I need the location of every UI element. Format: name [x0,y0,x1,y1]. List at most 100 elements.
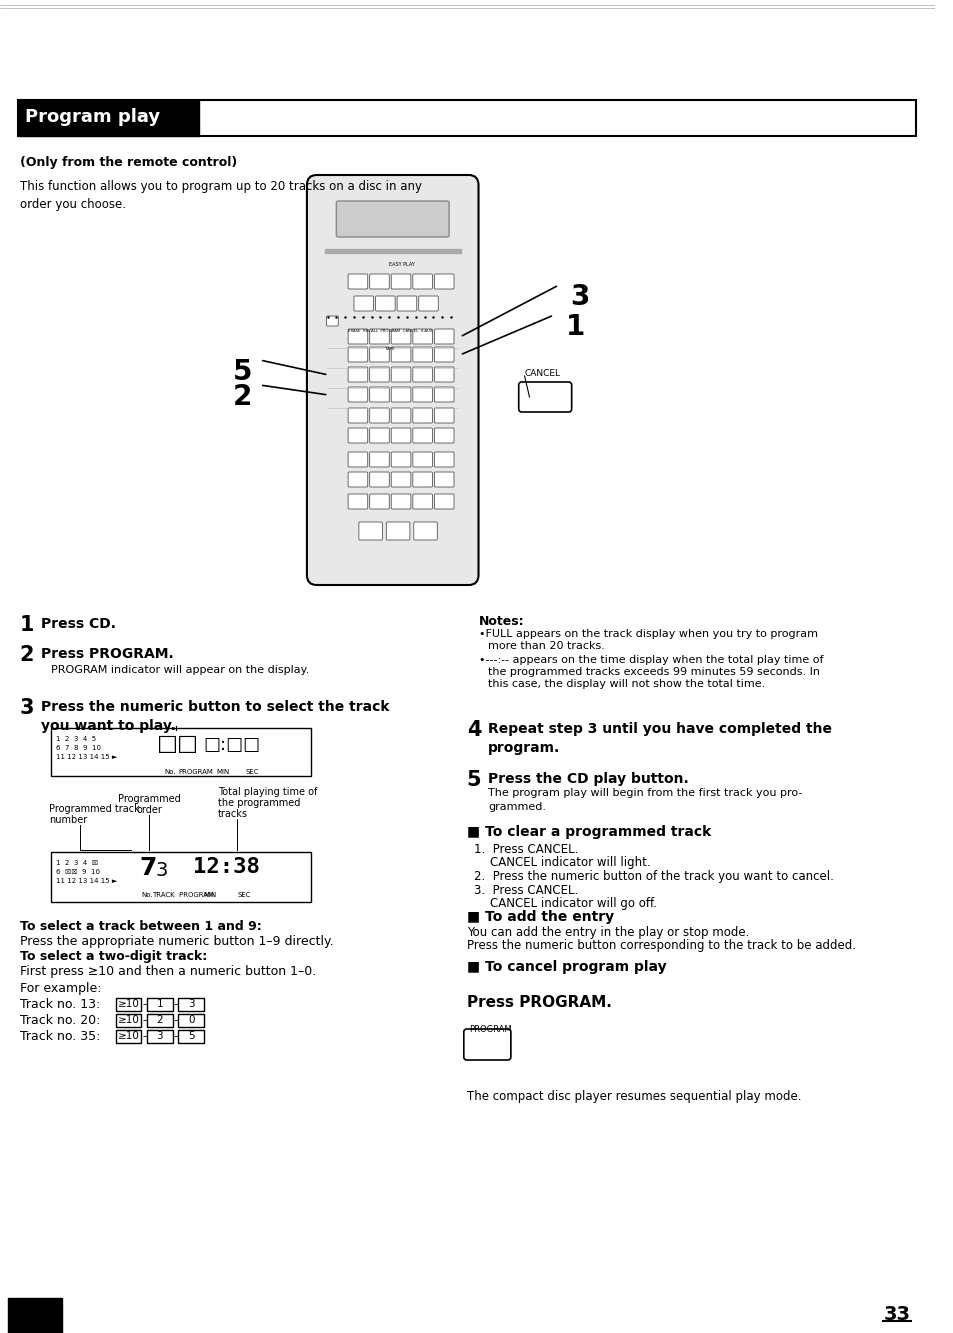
FancyBboxPatch shape [391,495,411,509]
Text: 2: 2 [233,383,252,411]
FancyBboxPatch shape [391,408,411,423]
Text: MIN: MIN [203,892,216,898]
Text: Total playing time of: Total playing time of [217,786,316,797]
FancyBboxPatch shape [391,428,411,443]
FancyBboxPatch shape [369,472,389,487]
Text: Press PROGRAM.: Press PROGRAM. [466,994,611,1010]
Text: •FULL appears on the track display when you try to program: •FULL appears on the track display when … [478,629,817,639]
FancyBboxPatch shape [413,452,432,467]
Text: Press the appropriate numeric button 1–9 directly.: Press the appropriate numeric button 1–9… [20,934,333,948]
Text: This function allows you to program up to 20 tracks on a disc in any
order you c: This function allows you to program up t… [20,180,421,211]
Bar [51,852,311,902]
Bar [18,100,199,136]
Text: CANCEL: CANCEL [524,369,560,379]
FancyBboxPatch shape [434,329,454,344]
Text: –: – [173,1030,178,1041]
Text: the programmed: the programmed [217,798,300,808]
Text: ■ To clear a programmed track: ■ To clear a programmed track [466,825,710,838]
FancyBboxPatch shape [391,472,411,487]
Text: 3.  Press CANCEL.: 3. Press CANCEL. [473,884,578,897]
FancyBboxPatch shape [414,523,436,540]
Text: Track no. 35:: Track no. 35: [20,1030,100,1042]
Text: The program play will begin from the first track you pro-
grammed.: The program play will begin from the fir… [488,788,801,812]
Text: PROGRAM: PROGRAM [178,769,213,774]
Text: –: – [142,1014,147,1025]
FancyBboxPatch shape [413,408,432,423]
Text: this case, the display will not show the total time.: this case, the display will not show the… [488,678,764,689]
Text: 12:38: 12:38 [193,857,260,877]
FancyBboxPatch shape [369,495,389,509]
FancyBboxPatch shape [354,296,374,311]
FancyBboxPatch shape [348,495,367,509]
Text: PROGRAM indicator will appear on the display.: PROGRAM indicator will appear on the dis… [51,665,309,674]
FancyBboxPatch shape [336,201,449,237]
Text: □:□□: □:□□ [203,736,260,754]
Bar [18,100,915,136]
Text: ≥10: ≥10 [117,1030,139,1041]
FancyBboxPatch shape [434,408,454,423]
Text: No.: No. [141,892,152,898]
FancyBboxPatch shape [413,472,432,487]
FancyBboxPatch shape [434,472,454,487]
Text: 11 12 13 14 15 ►: 11 12 13 14 15 ► [56,754,117,760]
FancyBboxPatch shape [348,367,367,383]
Text: You can add the entry in the play or stop mode.: You can add the entry in the play or sto… [466,926,748,938]
FancyBboxPatch shape [434,347,454,363]
FancyBboxPatch shape [434,387,454,403]
Text: ERASE  RECALL  PROGRAM  CANCEL  V-AUX: ERASE RECALL PROGRAM CANCEL V-AUX [348,329,432,333]
Text: 1: 1 [565,313,584,341]
FancyBboxPatch shape [413,387,432,403]
FancyBboxPatch shape [369,452,389,467]
Text: For example:: For example: [20,982,101,994]
Text: ≥10: ≥10 [117,1014,139,1025]
Text: 5: 5 [466,770,481,790]
FancyBboxPatch shape [413,367,432,383]
Bar [115,1030,141,1042]
Text: Repeat step 3 until you have completed the
program.: Repeat step 3 until you have completed t… [488,722,831,754]
Text: order: order [136,805,162,814]
Bar [324,249,460,253]
Text: 1: 1 [156,998,163,1009]
FancyBboxPatch shape [326,316,338,327]
Text: MIN: MIN [215,769,229,774]
Text: 3: 3 [156,1030,163,1041]
FancyBboxPatch shape [369,347,389,363]
Text: 11 12 13 14 15 ►: 11 12 13 14 15 ► [56,878,117,884]
Text: –: – [142,998,147,1009]
FancyBboxPatch shape [369,329,389,344]
Text: PROGRAM: PROGRAM [468,1025,511,1034]
FancyBboxPatch shape [348,275,367,289]
FancyBboxPatch shape [413,495,432,509]
FancyBboxPatch shape [518,383,571,412]
Text: 5: 5 [188,1030,194,1041]
Text: ■ To cancel program play: ■ To cancel program play [466,960,666,974]
FancyBboxPatch shape [369,275,389,289]
Text: ≥10: ≥10 [117,998,139,1009]
FancyBboxPatch shape [418,296,437,311]
Text: Track no. 20:: Track no. 20: [20,1014,100,1026]
Text: –: – [173,998,178,1009]
Text: Press PROGRAM.: Press PROGRAM. [41,647,173,661]
FancyBboxPatch shape [348,428,367,443]
Text: 1  2  3  4  5: 1 2 3 4 5 [56,736,96,742]
FancyBboxPatch shape [348,472,367,487]
Text: No.: No. [165,769,176,774]
Text: Programmed: Programmed [117,794,180,804]
FancyBboxPatch shape [369,387,389,403]
Text: ■ To add the entry: ■ To add the entry [466,910,613,924]
Text: The compact disc player resumes sequential play mode.: The compact disc player resumes sequenti… [466,1090,801,1102]
FancyBboxPatch shape [369,428,389,443]
FancyBboxPatch shape [463,1029,511,1060]
Text: 3: 3 [570,283,590,311]
Text: SEC: SEC [245,769,258,774]
FancyBboxPatch shape [307,175,478,585]
Text: Track no. 13:: Track no. 13: [20,998,100,1010]
Text: 4: 4 [466,720,480,740]
Text: Press the numeric button to select the track
you want to play.: Press the numeric button to select the t… [41,700,389,733]
FancyBboxPatch shape [348,452,367,467]
FancyBboxPatch shape [386,523,410,540]
Text: Notes:: Notes: [478,615,523,628]
Text: 1: 1 [20,615,34,635]
Text: more than 20 tracks.: more than 20 tracks. [488,641,604,651]
FancyBboxPatch shape [391,367,411,383]
